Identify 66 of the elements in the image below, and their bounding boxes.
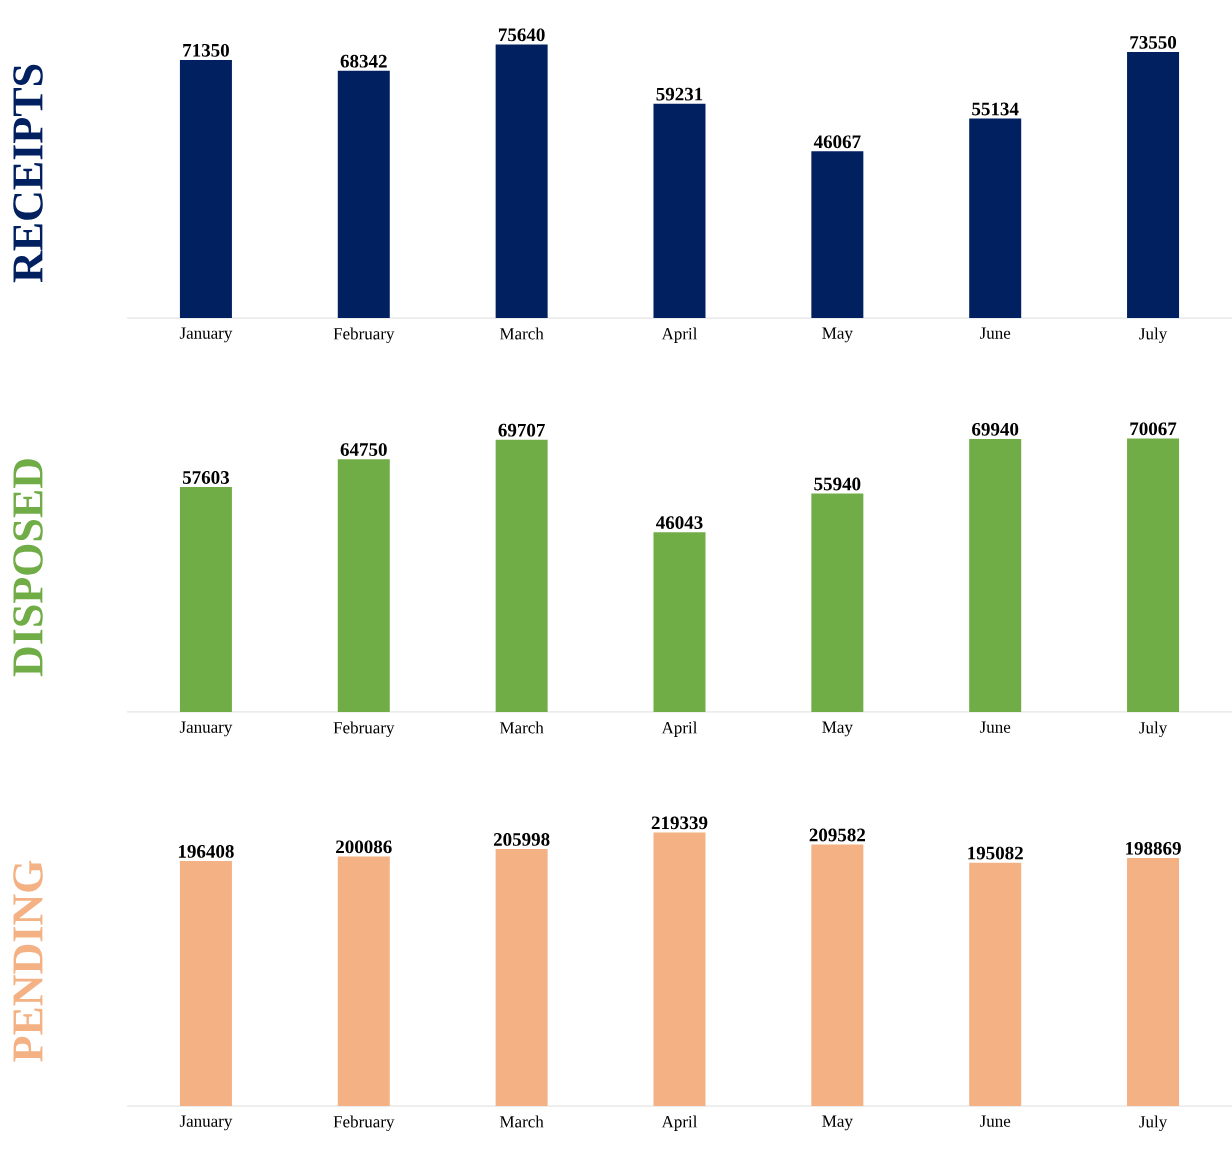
bar xyxy=(179,861,232,1106)
bar xyxy=(179,487,232,712)
data-label: 46067 xyxy=(813,135,861,149)
x-tick-label: April xyxy=(661,1115,698,1131)
bar xyxy=(653,532,706,712)
data-label: 71350 xyxy=(183,43,229,57)
data-label: 46043 xyxy=(656,516,703,530)
data-label: 219339 xyxy=(651,816,708,830)
data-label: 209582 xyxy=(809,828,866,842)
x-tick-label: February xyxy=(333,327,395,343)
bar xyxy=(969,438,1022,712)
x-tick-label: June xyxy=(979,721,1011,733)
bar xyxy=(1127,438,1180,712)
bar xyxy=(495,439,548,712)
y-axis-title: DISPOSED xyxy=(13,459,43,677)
data-label: 68342 xyxy=(340,54,387,68)
x-tick-label: January xyxy=(179,721,233,737)
bar xyxy=(1127,51,1180,318)
bar xyxy=(337,856,390,1106)
bar xyxy=(495,44,548,318)
data-label: 69707 xyxy=(498,423,545,437)
x-tick-label: June xyxy=(979,1115,1011,1127)
x-tick-label: April xyxy=(661,721,698,737)
data-label: 69940 xyxy=(972,422,1019,436)
bar xyxy=(811,151,864,318)
bar xyxy=(653,103,706,318)
data-label: 57603 xyxy=(182,471,230,484)
data-label: 70067 xyxy=(1130,422,1177,436)
x-tick-label: July xyxy=(1139,1115,1168,1131)
x-tick-label: June xyxy=(979,327,1011,339)
data-label: 59231 xyxy=(656,87,703,101)
x-tick-label: April xyxy=(661,327,698,343)
bar xyxy=(969,862,1022,1106)
bar xyxy=(1127,857,1180,1106)
x-tick-label: July xyxy=(1139,327,1168,343)
bar xyxy=(969,118,1022,318)
data-label: 205998 xyxy=(493,833,550,846)
x-tick-label: February xyxy=(333,1115,395,1131)
x-tick-label: May xyxy=(822,1115,853,1131)
bar xyxy=(337,70,390,318)
bar xyxy=(811,844,864,1106)
bar xyxy=(653,832,706,1106)
y-axis-title: RECEIPTS xyxy=(13,64,43,283)
data-label: 55940 xyxy=(814,477,861,491)
x-tick-label: March xyxy=(499,327,544,340)
x-tick-label: May xyxy=(822,327,853,343)
x-tick-label: February xyxy=(333,721,395,737)
data-label: 64750 xyxy=(340,443,387,456)
data-label: 55134 xyxy=(972,102,1019,116)
x-tick-label: March xyxy=(499,1115,544,1128)
x-tick-label: January xyxy=(179,1115,233,1131)
data-label: 73550 xyxy=(1130,35,1177,49)
bar xyxy=(811,493,864,712)
data-label: 200086 xyxy=(336,840,392,854)
data-label: 196408 xyxy=(178,845,234,858)
bar xyxy=(337,459,390,712)
y-axis-title: PENDING xyxy=(13,860,43,1062)
x-tick-label: March xyxy=(499,721,544,734)
bar xyxy=(495,849,548,1106)
data-label: 195082 xyxy=(968,846,1023,860)
data-label: 75640 xyxy=(498,28,545,42)
bar xyxy=(179,59,232,318)
x-tick-label: July xyxy=(1139,721,1168,737)
data-label: 198869 xyxy=(1126,841,1181,855)
x-tick-label: May xyxy=(822,721,853,737)
x-tick-label: January xyxy=(179,327,233,343)
